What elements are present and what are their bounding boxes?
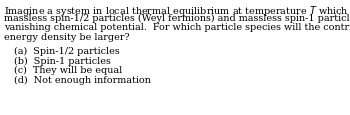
Text: massless spin-1/2 particles (Weyl fermions) and massless spin-1 particles, both : massless spin-1/2 particles (Weyl fermio…: [4, 13, 350, 22]
Text: Imagine a system in local thermal equilibrium at temperature $T$ which contains : Imagine a system in local thermal equili…: [4, 4, 350, 18]
Text: vanishing chemical potential.  For which particle species will the contribution : vanishing chemical potential. For which …: [4, 23, 350, 32]
Text: (c)  They will be equal: (c) They will be equal: [14, 65, 122, 75]
Text: energy density be larger?: energy density be larger?: [4, 32, 130, 41]
Text: (d)  Not enough information: (d) Not enough information: [14, 75, 151, 84]
Text: (a)  Spin-1/2 particles: (a) Spin-1/2 particles: [14, 47, 120, 56]
Text: (b)  Spin-1 particles: (b) Spin-1 particles: [14, 56, 111, 65]
